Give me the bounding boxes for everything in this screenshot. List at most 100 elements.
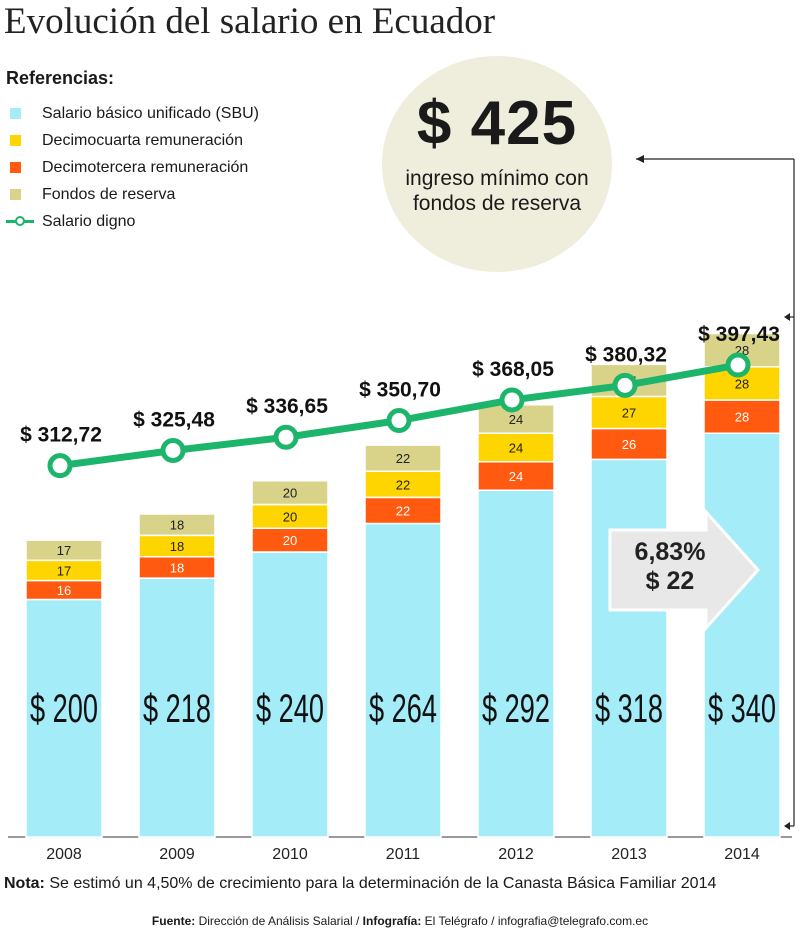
bracket-indicator — [636, 155, 795, 830]
bar-segment-2009-0 — [138, 577, 216, 838]
legend-label-decimocuarta: Decimocuarta remuneración — [42, 132, 243, 149]
bracket-top-arrowhead — [636, 155, 644, 163]
line-layer: $ 312,72 $ 325,48 $ 336,65 $ 350,70 $ 368,05… — [20, 323, 780, 479]
legend-item-salario-digno: Salario digno — [6, 208, 259, 235]
growth-amount: $ 22 — [646, 567, 695, 595]
bar-label-2012-1: 24 — [509, 469, 523, 484]
bar-label-2014-1: 28 — [735, 410, 749, 425]
bar-label-2010-1: 20 — [283, 533, 297, 548]
bars-layer: $ 200 16 17 17 2008 $ 218 18 18 18 2009 $ 240 20 20 2… — [8, 332, 792, 863]
bar-segment-2011-2 — [364, 470, 442, 499]
chart-title: Evolución del salario en Ecuador — [4, 1, 496, 42]
growth-arrow-group: 6,83% $ 22 — [608, 508, 761, 632]
bar-segment-2009-3 — [138, 513, 216, 537]
legend: Salario básico unificado (SBU) Decimocua… — [6, 100, 259, 235]
footnote-label: Nota: — [4, 875, 45, 892]
bar-label-sbu-2008: $ 200 — [30, 687, 98, 731]
growth-arrow — [608, 508, 761, 632]
salario-digno-point-2013 — [612, 372, 638, 398]
salario-digno-label-2011: $ 350,70 — [359, 379, 441, 402]
legend-label-fondos: Fondos de reserva — [42, 186, 176, 203]
footnote: Nota: Se estimó un 4,50% de crecimiento … — [4, 875, 716, 893]
salario-digno-label-2012: $ 368,05 — [472, 358, 554, 381]
bracket-bottom-arrowhead — [784, 822, 790, 830]
legend-item-fondos: Fondos de reserva — [6, 181, 259, 208]
legend-line-salario-digno — [6, 216, 34, 226]
bar-segment-2012-0 — [477, 489, 555, 838]
bar-segment-2013-0 — [590, 458, 668, 838]
x-tick-label-2008: 2008 — [46, 846, 82, 863]
bar-label-2008-2: 17 — [57, 563, 71, 578]
bar-label-2014-2: 28 — [735, 376, 749, 391]
legend-item-decimocuarta: Decimocuarta remuneración — [6, 127, 259, 154]
salario-digno-point-2012 — [499, 387, 525, 413]
salario-digno-label-2010: $ 336,65 — [246, 395, 328, 418]
x-tick-label-2014: 2014 — [724, 846, 760, 863]
bar-label-2010-2: 20 — [283, 509, 297, 524]
bar-segment-2014-0 — [703, 432, 781, 838]
legend-item-decimotercera: Decimotercera remuneración — [6, 154, 259, 181]
source-credit: Fuente: Dirección de Análisis Salarial /… — [0, 914, 800, 928]
highlight-description: ingreso mínimo con fondos de reserva — [405, 167, 589, 215]
x-tick-label-2010: 2010 — [272, 846, 308, 863]
legend-title: Referencias: — [6, 68, 115, 88]
highlight-bubble: $ 425 ingreso mínimo con fondos de reser… — [382, 56, 612, 272]
bar-label-sbu-2014: $ 340 — [708, 687, 776, 731]
salario-digno-point-2010 — [273, 424, 299, 450]
bar-segment-2014-1 — [703, 399, 781, 434]
x-tick-label-2011: 2011 — [386, 846, 421, 863]
legend-swatch-decimotercera — [10, 162, 21, 173]
bar-label-2011-2: 22 — [396, 477, 410, 492]
bar-label-2010-3: 20 — [283, 486, 297, 501]
bar-segment-2011-1 — [364, 496, 442, 525]
bracket-mid-arrowhead — [784, 313, 790, 321]
legend-swatch-decimocuarta — [10, 135, 21, 146]
bar-label-sbu-2013: $ 318 — [595, 687, 663, 731]
bar-segment-2008-3 — [25, 539, 103, 562]
x-tick-label-2013: 2013 — [611, 846, 647, 863]
bar-segment-2013-2 — [590, 395, 668, 430]
salario-digno-point-2008 — [47, 453, 73, 479]
bar-label-sbu-2011: $ 264 — [369, 687, 437, 731]
growth-percent: 6,83% — [635, 538, 706, 566]
bar-label-2009-3: 18 — [170, 518, 184, 533]
bar-label-2013-1: 26 — [622, 437, 636, 452]
bar-label-2011-1: 22 — [396, 503, 410, 518]
legend-swatch-fondos — [10, 189, 21, 200]
credit-label: Infografía: — [362, 914, 422, 928]
x-tick-label-2009: 2009 — [159, 846, 195, 863]
bar-segment-2011-3 — [364, 444, 442, 472]
legend-label-decimotercera: Decimotercera remuneración — [42, 159, 249, 176]
bar-segment-2014-3 — [703, 332, 781, 368]
bar-label-2008-3: 17 — [57, 543, 71, 558]
source-label: Fuente: — [151, 914, 196, 928]
salario-digno-point-2009 — [160, 437, 186, 463]
footnote-text: Se estimó un 4,50% de crecimiento para l… — [44, 875, 717, 892]
legend-label-salario-digno: Salario digno — [42, 213, 136, 230]
bar-label-2009-1: 18 — [170, 560, 184, 575]
bar-segment-2011-0 — [364, 522, 442, 838]
source-text: Dirección de Análisis Salarial / — [195, 914, 363, 928]
bar-label-2012-2: 24 — [509, 441, 523, 456]
salario-digno-point-2011 — [386, 408, 412, 434]
salario-digno-label-2014: $ 397,43 — [698, 323, 780, 346]
legend-label-sbu: Salario básico unificado (SBU) — [42, 105, 259, 122]
salario-digno-label-2009: $ 325,48 — [133, 408, 215, 431]
legend-item-sbu: Salario básico unificado (SBU) — [6, 100, 259, 127]
bar-label-2011-3: 22 — [396, 451, 410, 466]
bar-label-2013-2: 27 — [622, 405, 636, 420]
credit-text: El Telégrafo / infografia@telegrafo.com.… — [421, 914, 649, 928]
highlight-amount: $ 425 — [416, 89, 578, 158]
salario-digno-label-2013: $ 380,32 — [585, 343, 667, 366]
bar-label-sbu-2009: $ 218 — [143, 687, 211, 731]
bar-label-2012-3: 24 — [509, 412, 523, 427]
legend-swatch-sbu — [10, 108, 21, 119]
bar-segment-2010-0 — [251, 551, 329, 838]
bar-segment-2012-2 — [477, 432, 555, 463]
salario-digno-point-2014 — [725, 352, 751, 378]
bar-label-sbu-2012: $ 292 — [482, 687, 550, 731]
bar-label-sbu-2010: $ 240 — [256, 687, 324, 731]
bar-label-2008-1: 16 — [57, 583, 71, 598]
bar-label-2009-2: 18 — [170, 539, 184, 554]
